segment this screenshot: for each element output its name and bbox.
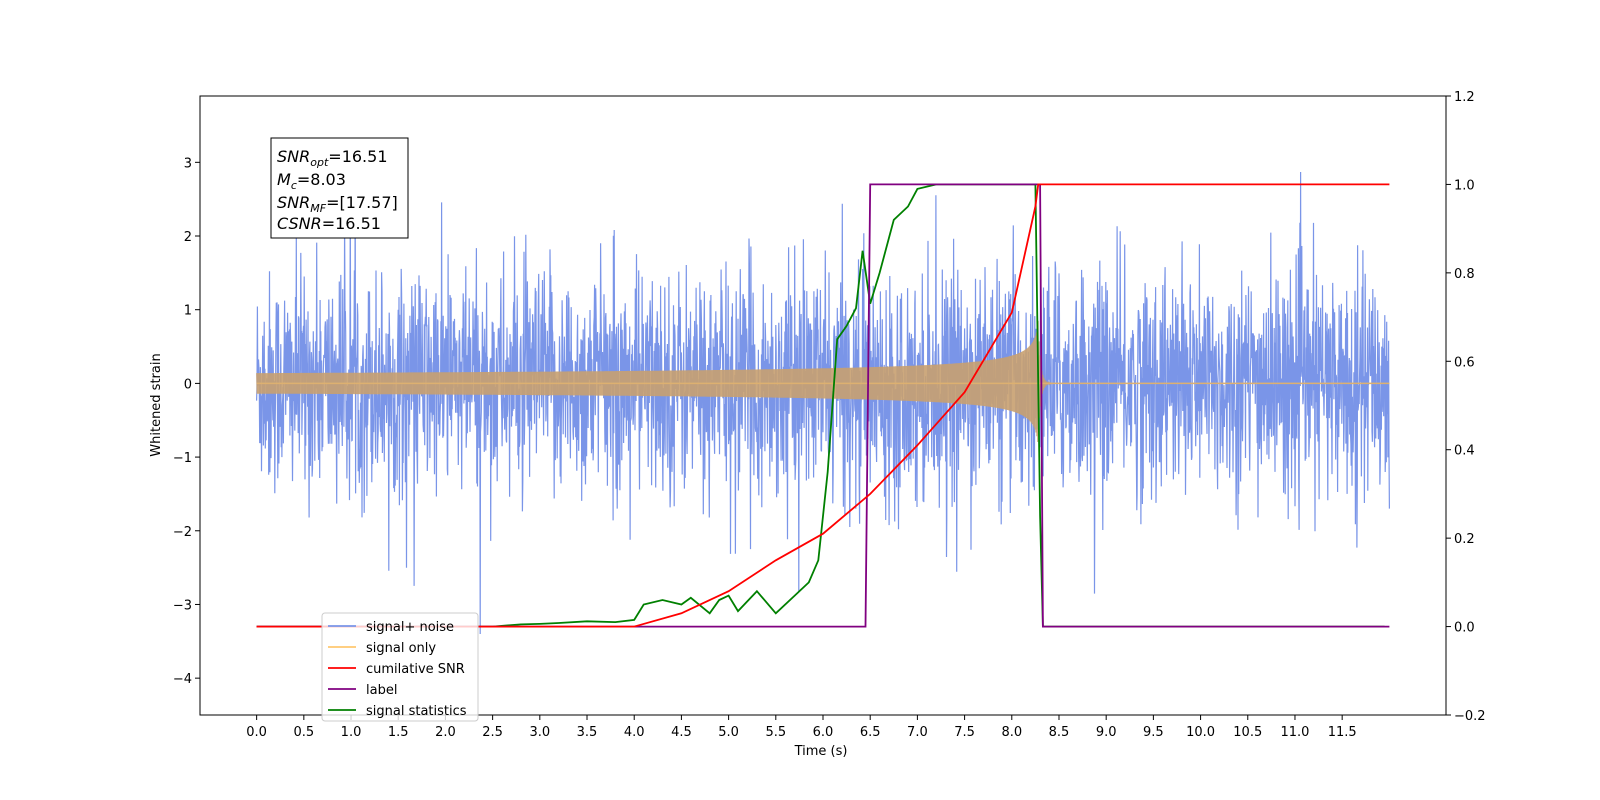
x-tick-label: 5.0	[718, 725, 739, 740]
y-right-tick-label: 1.0	[1454, 178, 1475, 193]
x-tick-label: 10.5	[1233, 725, 1262, 740]
x-tick-label: 1.5	[388, 725, 409, 740]
legend: signal+ noise signal only cumilative SNR la…	[321, 612, 479, 722]
y-axis-right-ticks: 1.2 1.0 0.8 0.6 0.4 0.2 0.0 −0.2	[1446, 90, 1486, 724]
x-tick-label: 10.0	[1186, 725, 1215, 740]
x-tick-label: 3.5	[577, 725, 598, 740]
x-tick-label: 6.0	[813, 725, 834, 740]
x-tick-label: 6.5	[860, 725, 881, 740]
y-left-tick-label: 1	[184, 304, 192, 319]
x-tick-label: 7.5	[954, 725, 975, 740]
annotation-csnr: CSNR=16.51	[277, 214, 381, 233]
y-axis-left-ticks: 3 2 1 0 −1 −2 −3 −4	[173, 156, 200, 687]
legend-entry-label: signal only	[366, 641, 436, 656]
y-right-tick-label: 0.0	[1454, 621, 1475, 636]
y-left-tick-label: 0	[184, 377, 192, 392]
x-tick-label: 8.5	[1049, 725, 1070, 740]
y-right-tick-label: 0.2	[1454, 532, 1475, 547]
y-right-tick-label: 1.2	[1454, 90, 1475, 105]
series-signal-only	[256, 320, 1390, 443]
y-left-tick-label: 2	[184, 230, 192, 245]
y-left-tick-label: −1	[173, 451, 192, 466]
y-right-tick-label: 0.4	[1454, 444, 1475, 459]
y-right-tick-label: 0.8	[1454, 267, 1475, 282]
annotation-mc: Mc=8.03	[277, 170, 346, 192]
y-left-tick-label: 3	[184, 156, 192, 171]
x-tick-label: 4.5	[671, 725, 692, 740]
annotation-frame	[270, 137, 409, 239]
y-left-tick-label: −4	[173, 672, 192, 687]
legend-entry-label: signal statistics	[366, 704, 467, 719]
x-tick-label: 0.5	[293, 725, 314, 740]
y-axis-label: Whitened strain	[149, 353, 164, 456]
x-tick-label: 4.0	[624, 725, 645, 740]
x-tick-label: 11.0	[1280, 725, 1309, 740]
series-labelline	[256, 183, 1390, 628]
x-tick-label: 7.0	[907, 725, 928, 740]
y-right-tick-label: 0.6	[1454, 355, 1475, 370]
x-tick-label: 3.0	[529, 725, 550, 740]
annotation-snr-mf: SNRMF=[17.57]	[277, 193, 398, 215]
x-tick-label: 2.0	[435, 725, 456, 740]
plot-area	[256, 171, 1391, 635]
legend-entry-label: label	[366, 683, 397, 698]
series-right-axis	[256, 183, 1390, 628]
legend-entry-label: signal+ noise	[366, 620, 454, 635]
series-signal-statisticsline	[256, 183, 1385, 628]
legend-frame	[321, 612, 479, 722]
series-cumilative-snrline	[256, 183, 1390, 628]
x-tick-label: 11.5	[1328, 725, 1357, 740]
x-tick-label: 9.5	[1143, 725, 1164, 740]
x-tick-label: 8.0	[1001, 725, 1022, 740]
y-left-tick-label: −3	[173, 598, 192, 613]
x-tick-label: 9.0	[1096, 725, 1117, 740]
x-tick-label: 2.5	[482, 725, 503, 740]
x-axis-label: Time (s)	[794, 744, 848, 759]
x-tick-label: 0.0	[246, 725, 267, 740]
annotation-box: SNRopt=16.51 Mc=8.03 SNRMF=[17.57] CSNR=…	[270, 137, 409, 239]
x-tick-label: 5.5	[765, 725, 786, 740]
y-left-tick-label: −2	[173, 525, 192, 540]
legend-entry-label: cumilative SNR	[366, 662, 465, 677]
annotation-snr-opt: SNRopt=16.51	[277, 147, 388, 169]
y-right-tick-label: −0.2	[1454, 709, 1486, 724]
x-tick-label: 1.0	[341, 725, 362, 740]
x-axis-ticks: 0.0 0.5 1.0 1.5 2.0 2.5 3.0 3.5 4.0 4.5 5.0 5.5 6.0 6…	[246, 715, 1357, 740]
